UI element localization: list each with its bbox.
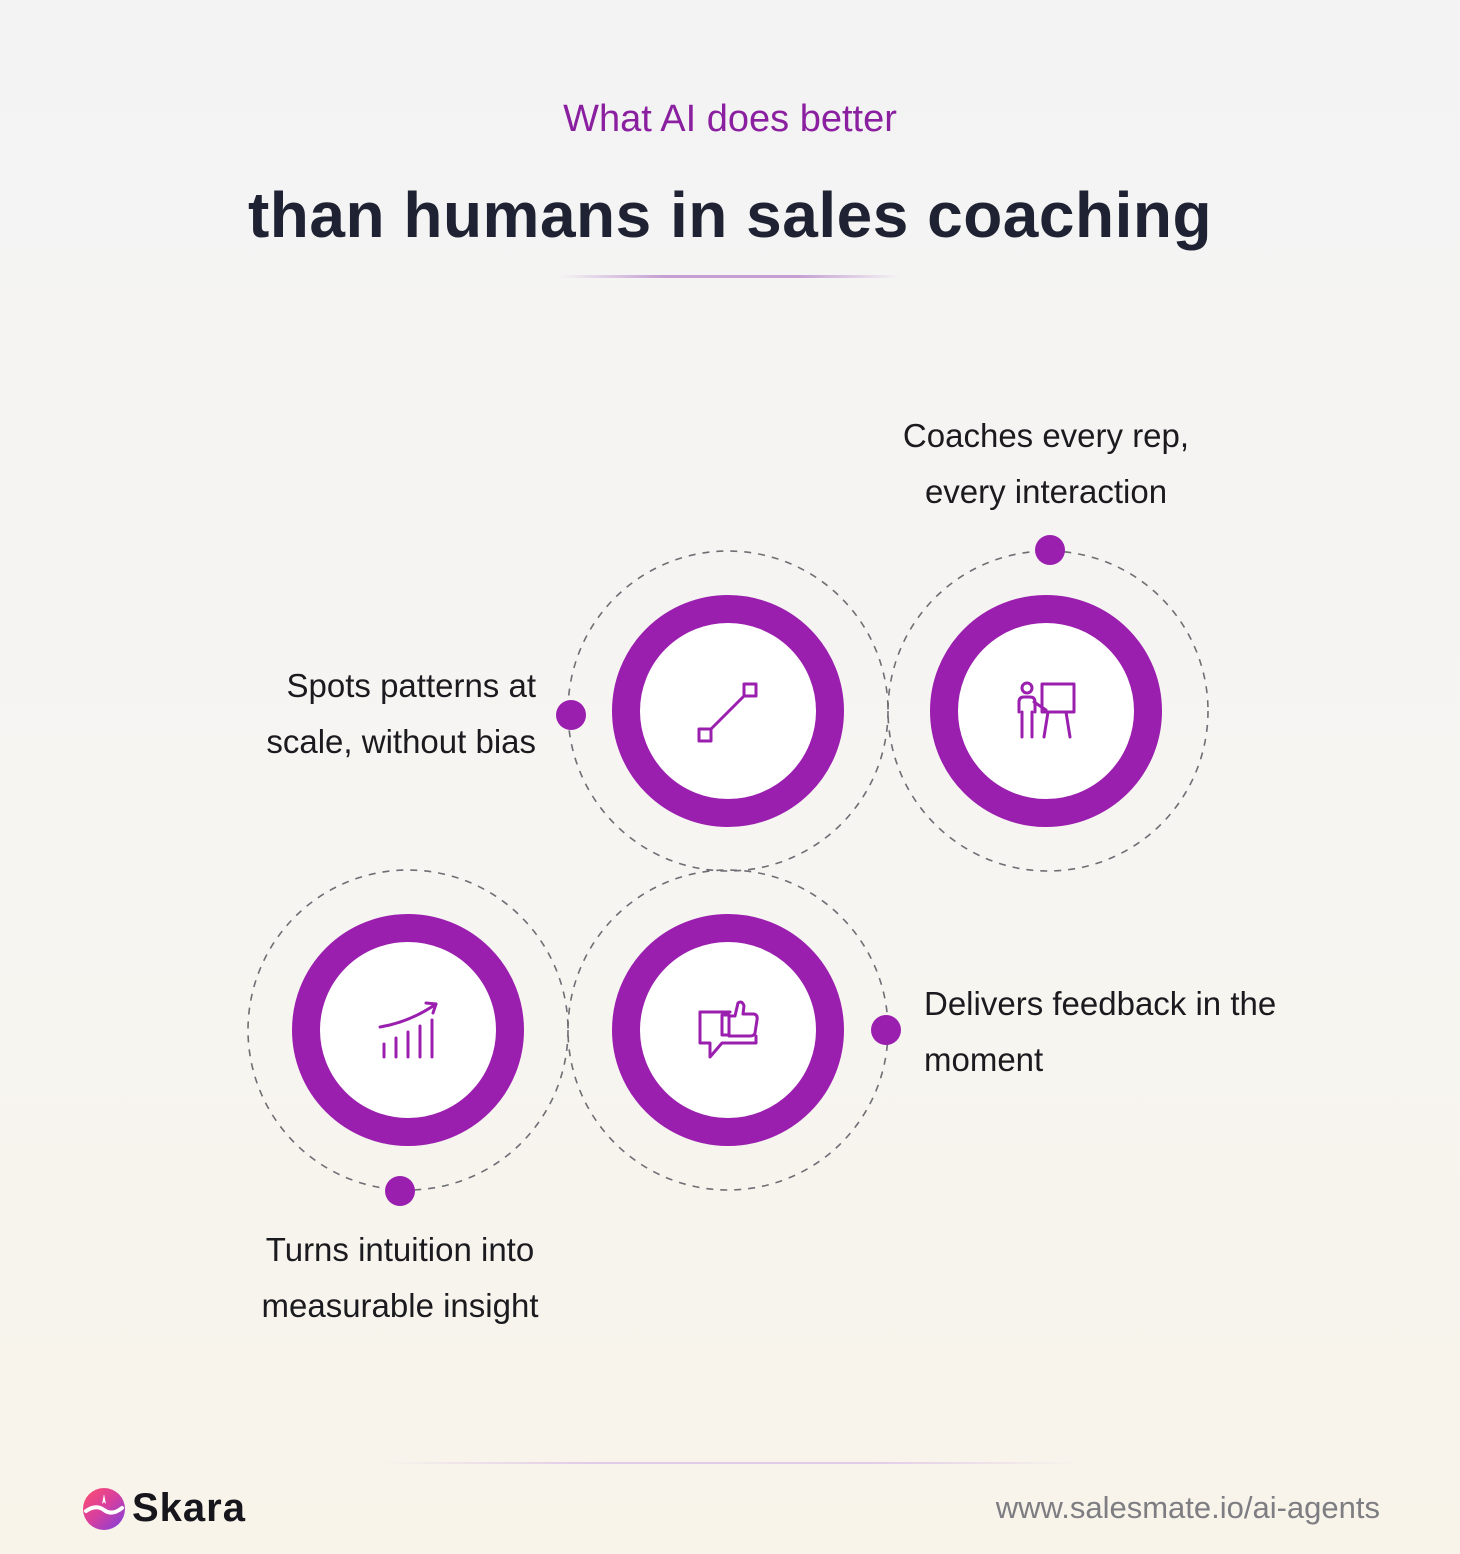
footer-divider [380, 1462, 1080, 1464]
item-label-1-line2: scale, without bias [266, 723, 536, 760]
item-label-3: Turns intuition into measurable insight [200, 1222, 600, 1334]
skara-logo-icon [83, 1488, 125, 1530]
item-label-4: Delivers feedback in the moment [924, 976, 1364, 1088]
item-label-3-line1: Turns intuition into [265, 1231, 535, 1268]
item-label-2-line1: Coaches every rep, [902, 417, 1190, 454]
brand-name: Skara [132, 1486, 246, 1530]
footer-url[interactable]: www.salesmate.io/ai-agents [995, 1490, 1380, 1525]
orbit-ring-1 [567, 550, 889, 872]
item-label-1-line1: Spots patterns at [286, 667, 536, 704]
item-label-2-line2: every interaction [924, 473, 1168, 510]
item-label-2: Coaches every rep, every interaction [846, 408, 1246, 520]
connector-dot-3 [385, 1176, 415, 1206]
item-label-4-line2: moment [924, 1041, 1044, 1078]
line-segment-icon [697, 682, 758, 743]
ring-3 [292, 914, 524, 1146]
title-divider [560, 275, 900, 278]
item-label-1: Spots patterns at scale, without bias [160, 658, 536, 770]
connector-dot-4 [871, 1015, 901, 1045]
presenter-board-icon [1017, 681, 1076, 739]
orbit-ring-2 [887, 550, 1209, 872]
connector-dot-2 [1035, 535, 1065, 565]
header-subtitle: What AI does better [563, 98, 897, 140]
header-title: than humans in sales coaching [247, 179, 1213, 251]
thumbs-up-chat-icon [698, 1000, 759, 1059]
connector-dot-1 [556, 700, 586, 730]
item-label-4-line1: Delivers feedback in the [924, 985, 1277, 1022]
item-label-3-line2: measurable insight [261, 1287, 539, 1324]
growth-bar-chart-icon [378, 1001, 438, 1059]
orbit-ring-3 [247, 869, 569, 1191]
